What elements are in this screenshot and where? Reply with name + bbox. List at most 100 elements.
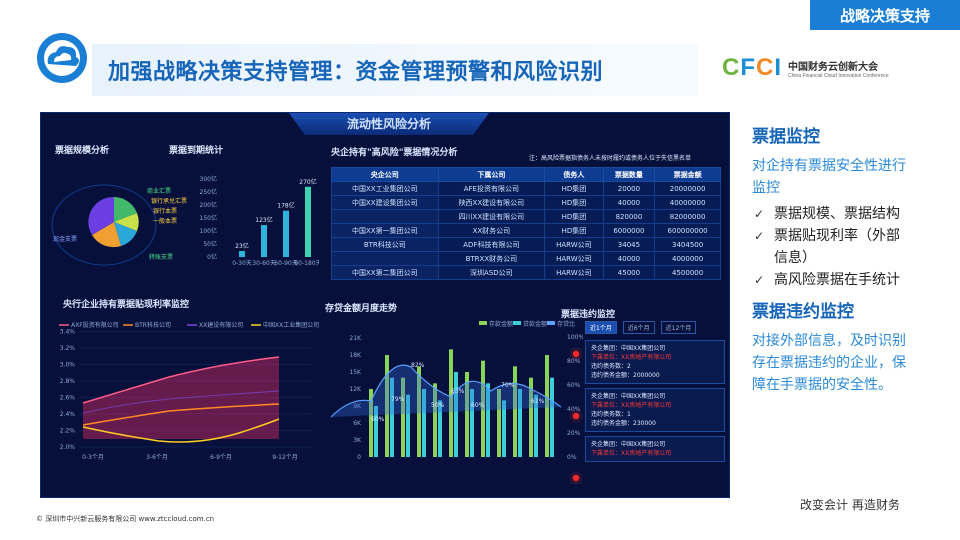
alert-dot (573, 475, 579, 481)
deposit-bar (433, 383, 437, 457)
table-row: 中国XX第二集团公司 深圳ASD公司 HARW公司 45000 4500000 (331, 265, 721, 280)
legend-label: 贷款金额 (523, 320, 547, 328)
loan-bar (550, 377, 554, 457)
alert-dot (573, 351, 579, 357)
deposit-bar (481, 360, 485, 457)
tick-label: 3K (353, 437, 362, 444)
due-bar (239, 251, 245, 257)
tick-label: 2.4% (60, 411, 76, 418)
pie-label: 银行承兑汇票 (151, 197, 187, 205)
tick-label: 250亿 (200, 188, 217, 196)
pie-label: 商业汇票 (147, 187, 171, 195)
tick-label: 100亿 (200, 227, 217, 235)
group-line: 央企集团：中国XX集团公司 (591, 441, 666, 448)
notes-list: ✓ 票据规模、票据结构 ✓ 票据贴现利率（外部信息） ✓ 高风险票据在手统计 (752, 203, 912, 291)
discount-rate-chart: AXF投资有限公司 BTR科技公司 XX建设有限公司 中国XX工业集团公司 2.0% 2… (59, 321, 319, 461)
page-title: 加强战略决策支持管理：资金管理预警和风险识别 (108, 60, 604, 85)
notes-item: ✓ 票据贴现利率（外部信息） (752, 225, 912, 269)
notes-item-text: 票据贴现利率（外部信息） (774, 228, 900, 266)
violation-card: 央企集团：中国XX集团公司 下属单位：XX房地产有限公司 (585, 436, 725, 462)
footer-copyright: © 深圳市中兴新云服务有限公司 www.ztccloud.com.cn (36, 515, 215, 523)
loan-bar (374, 406, 378, 457)
tick-label: 20% (567, 430, 581, 437)
tick-label: 200亿 (200, 201, 217, 209)
notes-item-text: 高风险票据在手统计 (774, 272, 900, 288)
deposit-chart: 存款金额 贷款金额 存贷比 0 3K 6K 9K 12K 15K 18K 21K 0% 20% 40% 6… (330, 320, 583, 461)
table-row: BTRXX财务公司 HARW公司 40000 4000000 (331, 251, 721, 266)
loan-bar (438, 400, 442, 457)
table-row: 四川XX建设有限公司 HD集团 820000 82000000 (331, 209, 721, 224)
tick-label: 3.2% (60, 345, 76, 352)
table-cell: 600000000 (654, 223, 721, 238)
tab-1-month[interactable]: 近1个月 (585, 321, 617, 334)
line-series (82, 418, 280, 443)
alert-dot (573, 413, 579, 419)
tick-label: 2.0% (60, 444, 76, 451)
cfci-name-cn: 中国财务云创新大会 (788, 61, 879, 73)
bar-category: 60-90天 (274, 260, 297, 267)
loan-bar (390, 377, 394, 457)
loan-bar (502, 400, 506, 457)
notes-item: ✓ 票据规模、票据结构 (752, 203, 912, 225)
legend-swatch (547, 321, 555, 325)
cfci-c: C (722, 54, 741, 81)
loan-bar (422, 389, 426, 457)
side-notes: 票据监控 对企持有票据安全性进行监控 ✓ 票据规模、票据结构 ✓ 票据贴现利率（外部… (752, 122, 912, 396)
table-cell (331, 209, 439, 224)
tick-label: 9-12个月 (272, 454, 298, 461)
risk-table: 央企公司 下属公司 债务人 票据数量 票据金额 中国XX工业集团公司 AFE投资有限公司 H… (331, 167, 721, 280)
table-header: 央企公司 (331, 167, 439, 182)
deposit-bar (513, 366, 517, 457)
table-cell: HARW公司 (544, 265, 604, 280)
cfci-f: F (740, 54, 757, 81)
deposit-bar (417, 366, 421, 457)
table-row: BTR科技公司 ADF科技有限公司 HARW公司 34045 3404500 (331, 237, 721, 252)
deposit-bar (529, 377, 533, 457)
tick-label: 100% (567, 334, 583, 341)
title-bar: 加强战略决策支持管理：资金管理预警和风险识别 (92, 44, 698, 96)
ratio-label: 79% (391, 396, 405, 403)
cfci-c2: C (756, 54, 775, 81)
discount-legend: AXF投资有限公司 BTR科技公司 XX建设有限公司 中国XX工业集团公司 (59, 321, 319, 329)
table-cell: HD集团 (544, 181, 604, 196)
loan-bar (406, 394, 410, 457)
legend-label: XX建设有限公司 (199, 321, 243, 329)
table-cell: 四川XX建设有限公司 (437, 209, 546, 224)
tick-label: 40% (567, 406, 581, 413)
tab-12-months[interactable]: 近12个月 (660, 321, 697, 334)
ratio-label: 50% (431, 402, 445, 409)
ratio-area (331, 365, 561, 417)
tick-label: 21K (349, 335, 362, 342)
table-cell: 45000 (602, 265, 656, 280)
tick-label: 3.4% (60, 329, 76, 336)
table-cell: 中国XX第二集团公司 (331, 265, 439, 280)
bar-category: 90-180天 (294, 260, 319, 267)
table-cell: HARW公司 (544, 237, 604, 252)
tab-6-months[interactable]: 近6个月 (622, 321, 655, 334)
count-line: 违约债务数：2 (591, 363, 631, 370)
table-cell: 82000000 (654, 209, 721, 224)
legend-label: 存贷比 (557, 320, 575, 328)
deposit-bar (449, 349, 453, 457)
ratio-label: 70% (501, 382, 515, 389)
group-line: 央企集团：中国XX集团公司 (591, 393, 666, 400)
deposit-bar (545, 355, 549, 457)
deposit-bar (497, 389, 501, 457)
table-cell: AFE投资有限公司 (437, 181, 546, 196)
loan-bar (454, 372, 458, 457)
table-cell: BTR科技公司 (331, 237, 439, 252)
unit-line: 下属单位：XX房地产有限公司 (591, 402, 672, 409)
cfci-logo: CFCI 中国财务云创新大会 China Financial Cloud Inn… (722, 54, 912, 82)
tick-label: 2.2% (60, 428, 76, 435)
legend-label: 中国XX工业集团公司 (263, 321, 319, 329)
notes-heading-2: 票据违约监控 (752, 302, 854, 322)
tick-label: 6K (353, 420, 362, 427)
table-cell: 20000000 (654, 181, 721, 196)
table-header: 债务人 (544, 167, 604, 182)
legend-label: AXF投资有限公司 (71, 321, 119, 329)
pie-slice (114, 213, 139, 231)
table-cell: 3404500 (654, 237, 721, 252)
cloud-logo-icon (37, 33, 87, 83)
due-bar-chart: 0亿 50亿 100亿 150亿 200亿 250亿 300亿 23亿 0-30天 123亿 30-… (200, 175, 319, 267)
bar-category: 30-60天 (252, 260, 275, 267)
